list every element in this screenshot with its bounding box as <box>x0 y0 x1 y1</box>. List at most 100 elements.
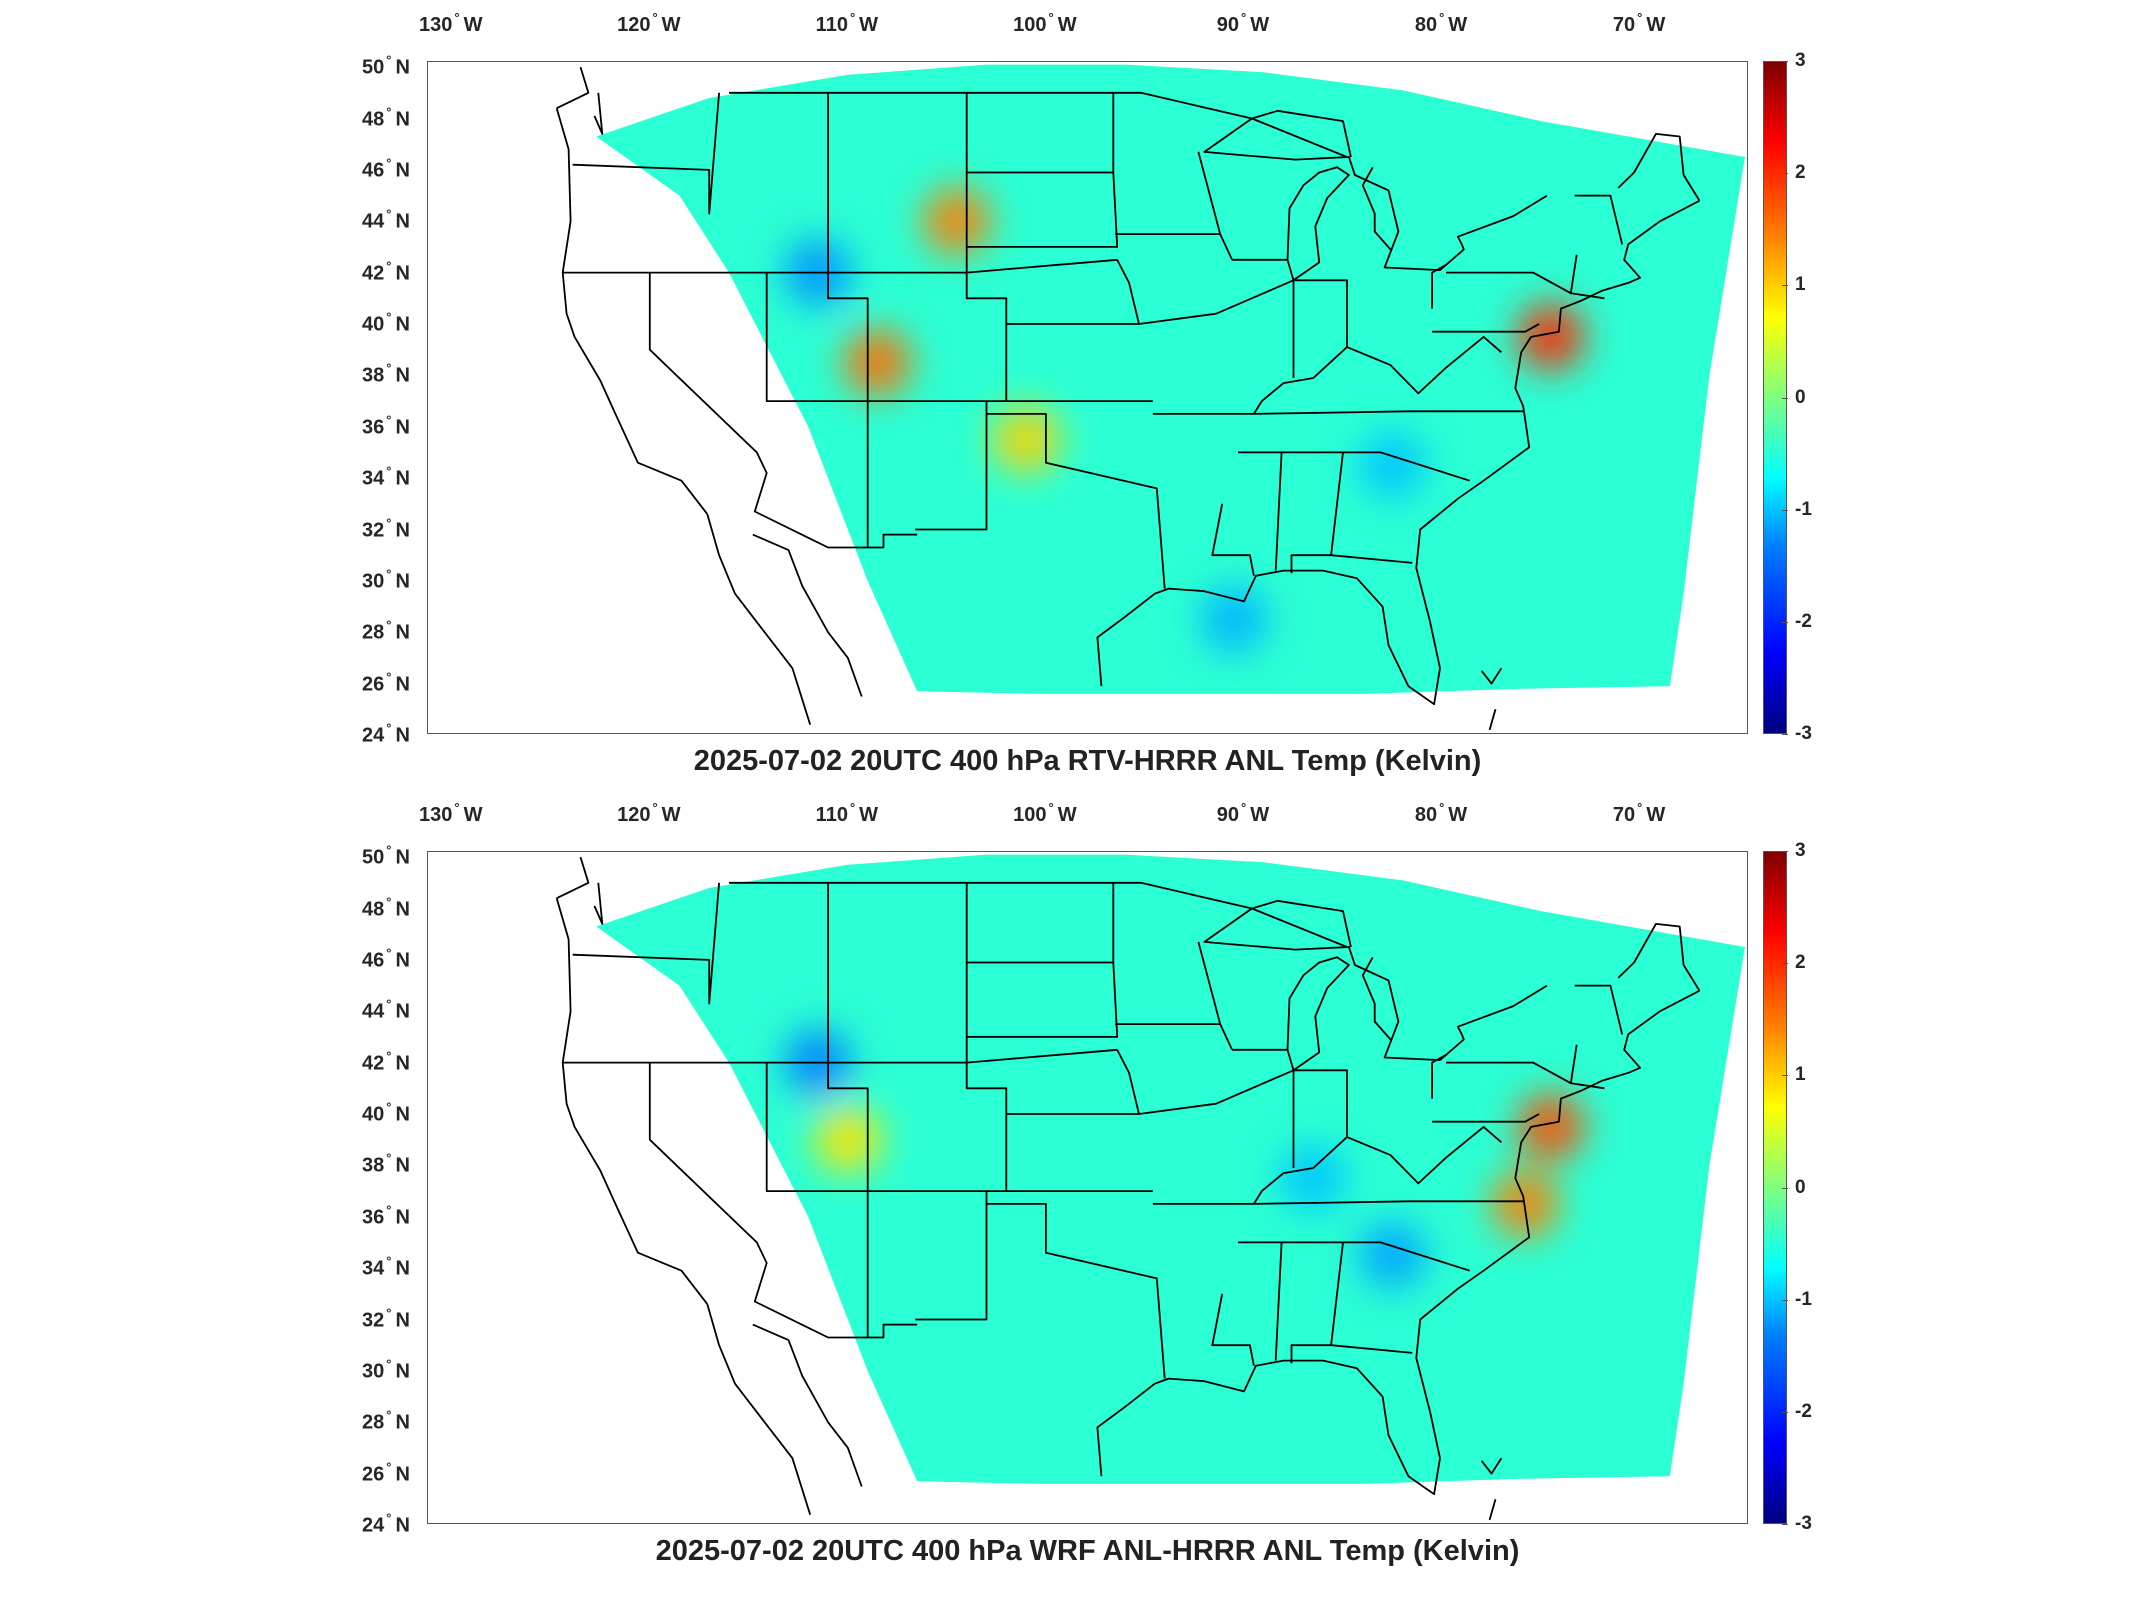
degree-symbol: ° <box>386 842 392 858</box>
degree-symbol: ° <box>454 10 460 25</box>
lat-tick-label-value: 38 <box>362 364 385 387</box>
degree-symbol: ° <box>1439 10 1445 25</box>
colorbar-tick-mark <box>1782 509 1788 511</box>
boundary-line <box>1211 503 1255 576</box>
lat-tick-label-value: 32 <box>362 1309 385 1331</box>
boundary-line <box>1116 1049 1140 1115</box>
lon-tick-label-hemisphere: W <box>1250 804 1270 826</box>
lon-tick-label-hemisphere: W <box>1057 14 1077 36</box>
lat-tick-label: 28 ° N <box>362 618 410 645</box>
degree-symbol: ° <box>386 360 392 376</box>
boundary-line <box>555 107 709 515</box>
degree-symbol: ° <box>386 617 392 633</box>
lon-tick-label: 120 ° W <box>617 800 680 827</box>
lat-tick-label-hemisphere: N <box>395 846 410 869</box>
colorbar-tick-mark <box>1782 734 1788 735</box>
lat-tick-label-hemisphere: N <box>395 467 410 490</box>
colorbar-tick-mark <box>1782 61 1788 62</box>
boundary-line <box>1238 1241 1470 1272</box>
colorbar-tick-label: -1 <box>1795 498 1812 520</box>
lon-tick-label-hemisphere: W <box>1448 14 1468 36</box>
anomaly-spot <box>992 405 1061 474</box>
colorbar-tick-label: -3 <box>1795 1513 1812 1534</box>
degree-symbol: ° <box>386 1048 392 1064</box>
degree-symbol: ° <box>849 800 856 815</box>
model-domain-field <box>596 64 1745 694</box>
lat-tick-label-value: 44 <box>362 210 385 233</box>
boundary-line <box>1253 335 1502 415</box>
degree-symbol: ° <box>652 10 658 25</box>
degree-symbol: ° <box>386 309 392 325</box>
lon-tick-label-hemisphere: W <box>661 14 681 36</box>
map-top <box>427 61 1748 734</box>
lat-tick-label-value: 42 <box>362 262 385 285</box>
lat-tick-label: 42 ° N <box>362 1048 410 1075</box>
lat-tick-label: 46 ° N <box>362 945 410 972</box>
lat-tick-label: 30 ° N <box>362 1356 410 1383</box>
lon-tick-label-value: 130 <box>419 804 453 826</box>
degree-symbol: ° <box>386 1253 392 1269</box>
colorbar-tick-label: 0 <box>1795 386 1806 408</box>
anomaly-spot <box>1358 431 1427 500</box>
lat-tick-label-value: 28 <box>362 621 385 644</box>
lat-tick-label: 34 ° N <box>362 1254 410 1281</box>
lat-tick-label-hemisphere: N <box>395 1154 410 1177</box>
boundary-line <box>1293 279 1348 348</box>
boundary-line <box>1431 1054 1447 1099</box>
degree-symbol: ° <box>386 463 392 479</box>
lat-tick-label: 48 ° N <box>362 104 410 131</box>
lat-tick-label-value: 32 <box>362 519 385 541</box>
colorbar-tick-label: 3 <box>1795 50 1806 71</box>
boundary-line <box>562 258 1118 274</box>
boundary-line <box>648 1062 918 1339</box>
lon-tick-label-hemisphere: W <box>463 804 483 826</box>
boundary-line <box>1096 199 1700 706</box>
lat-tick-label-hemisphere: N <box>395 1206 410 1229</box>
lon-tick-label-value: 130 <box>419 14 453 36</box>
lat-tick-label-hemisphere: N <box>395 724 410 747</box>
degree-symbol: ° <box>386 1202 392 1218</box>
boundary-line <box>827 882 869 1338</box>
anomaly-spot <box>922 187 991 256</box>
boundary-line <box>1211 1293 1255 1366</box>
lat-tick-label: 36 ° N <box>362 1202 410 1229</box>
lon-tick-label: 100 ° W <box>1013 800 1076 827</box>
lon-tick-label-hemisphere: W <box>1250 14 1270 36</box>
boundary-line <box>1446 1061 1572 1084</box>
degree-symbol: ° <box>386 155 392 171</box>
colorbar-tick-mark <box>1782 1187 1788 1189</box>
lon-tick-label-value: 100 <box>1013 14 1047 36</box>
lon-tick-label: 70 ° W <box>1613 800 1665 827</box>
boundary-line <box>1203 899 1548 1062</box>
boundary-line <box>1274 1242 1283 1361</box>
lat-tick-label: 36 ° N <box>362 412 410 439</box>
lat-tick-label-value: 42 <box>362 1052 385 1075</box>
lon-tick-label-value: 120 <box>617 804 651 826</box>
lat-tick-label: 38 ° N <box>362 361 410 388</box>
lon-tick-label: 100 ° W <box>1013 10 1076 37</box>
anomaly-spot <box>1279 1144 1348 1213</box>
lat-tick-label-hemisphere: N <box>395 1103 410 1126</box>
lat-tick-label: 50 ° N <box>362 843 410 870</box>
lat-tick-label: 44 ° N <box>362 207 410 234</box>
panel-bottom: 2025-07-02 20UTC 400 hPa WRF ANL-HRRR AN… <box>0 790 2133 1580</box>
lat-tick-label-hemisphere: N <box>395 1360 410 1383</box>
boundary-line <box>965 92 1008 402</box>
boundary-line <box>966 92 1119 248</box>
lat-tick-label-hemisphere: N <box>395 313 410 336</box>
lat-tick-label: 44 ° N <box>362 997 410 1024</box>
boundary-line <box>1152 410 1524 415</box>
boundary-line <box>827 92 869 548</box>
panel-caption-bottom: 2025-07-02 20UTC 400 hPa WRF ANL-HRRR AN… <box>655 1535 1520 1567</box>
degree-symbol: ° <box>386 894 392 909</box>
lon-tick-label: 90 ° W <box>1217 10 1269 37</box>
lat-tick-label: 38 ° N <box>362 1151 410 1178</box>
lat-tick-label-value: 26 <box>362 1463 385 1486</box>
boundary-line <box>1480 667 1503 685</box>
boundary-line <box>1152 1200 1524 1205</box>
lat-tick-label-value: 48 <box>362 108 385 130</box>
degree-symbol: ° <box>1439 800 1445 815</box>
boundary-line <box>966 882 1119 1038</box>
anomaly-spot <box>1358 1221 1427 1290</box>
lat-tick-label-hemisphere: N <box>395 210 410 233</box>
